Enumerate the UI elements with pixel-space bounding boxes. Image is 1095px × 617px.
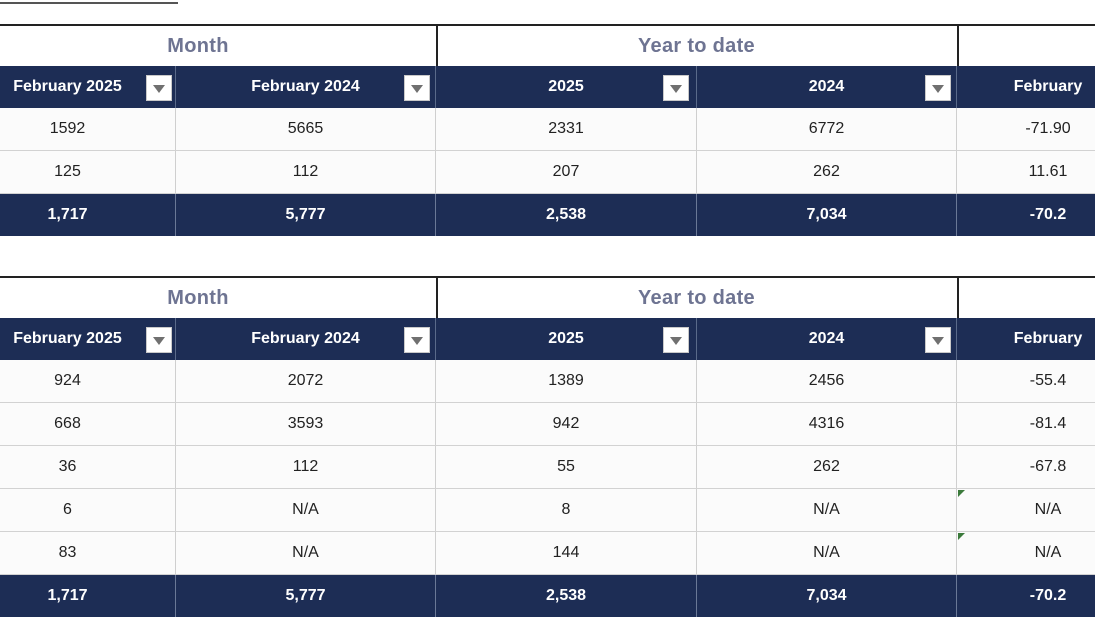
- total-cell[interactable]: 7,034: [697, 194, 957, 236]
- table-cell[interactable]: -71.90: [957, 108, 1095, 150]
- table-cell[interactable]: 924: [0, 360, 176, 402]
- total-row: 1,717 5,777 2,538 7,034 -70.2: [0, 575, 1095, 617]
- table-row: 6 N/A 8 N/A N/A: [0, 489, 1095, 532]
- total-cell[interactable]: -70.2: [957, 194, 1095, 236]
- column-header-label: February 2024: [251, 330, 360, 347]
- table-cell[interactable]: 6772: [697, 108, 957, 150]
- table-cell[interactable]: 125: [0, 151, 176, 193]
- total-cell[interactable]: 1,717: [0, 575, 176, 617]
- table-cell[interactable]: 1389: [436, 360, 697, 402]
- table-row: 1592 5665 2331 6772 -71.90: [0, 108, 1095, 151]
- table-cell-value: N/A: [1034, 544, 1062, 561]
- table-cell[interactable]: 2456: [697, 360, 957, 402]
- chevron-down-icon[interactable]: [404, 75, 430, 101]
- column-header-label: February: [1013, 330, 1083, 347]
- table-row: 36 112 55 262 -67.8: [0, 446, 1095, 489]
- chevron-down-icon[interactable]: [146, 327, 172, 353]
- total-cell[interactable]: 2,538: [436, 575, 697, 617]
- table-row: 668 3593 942 4316 -81.4: [0, 403, 1095, 446]
- column-header-label: 2024: [808, 330, 845, 347]
- table-cell[interactable]: 5665: [176, 108, 436, 150]
- table-cell[interactable]: N/A: [957, 489, 1095, 531]
- total-cell[interactable]: -70.2: [957, 575, 1095, 617]
- chevron-down-icon[interactable]: [925, 75, 951, 101]
- group-month: Month: [0, 26, 438, 66]
- table-cell[interactable]: N/A: [957, 532, 1095, 574]
- table-cell-value: N/A: [1034, 501, 1062, 518]
- chevron-down-icon[interactable]: [404, 327, 430, 353]
- total-cell[interactable]: 2,538: [436, 194, 697, 236]
- column-header-label: February: [1013, 78, 1083, 95]
- summary-table-1: Month Year to date February 2025 Februar…: [0, 24, 1095, 236]
- table-cell[interactable]: N/A: [697, 489, 957, 531]
- table-cell[interactable]: 2331: [436, 108, 697, 150]
- total-cell[interactable]: 5,777: [176, 575, 436, 617]
- group-comparison: [957, 26, 1095, 66]
- column-header-label: 2025: [548, 78, 584, 95]
- column-header-row: February 2025 February 2024 2025 2024 Fe…: [0, 66, 1095, 108]
- column-header-february[interactable]: February: [957, 318, 1095, 360]
- column-header-2024[interactable]: 2024: [697, 318, 957, 360]
- table-cell[interactable]: 36: [0, 446, 176, 488]
- table-cell[interactable]: -67.8: [957, 446, 1095, 488]
- chevron-down-icon[interactable]: [146, 75, 172, 101]
- total-row: 1,717 5,777 2,538 7,034 -70.2: [0, 194, 1095, 236]
- column-header-feb-2024[interactable]: February 2024: [176, 318, 436, 360]
- total-cell[interactable]: 1,717: [0, 194, 176, 236]
- table-cell[interactable]: 83: [0, 532, 176, 574]
- table-cell[interactable]: 112: [176, 151, 436, 193]
- total-cell[interactable]: 7,034: [697, 575, 957, 617]
- table-row: 83 N/A 144 N/A N/A: [0, 532, 1095, 575]
- table-cell[interactable]: N/A: [176, 489, 436, 531]
- group-month: Month: [0, 278, 438, 318]
- column-header-label: February 2025: [13, 330, 122, 347]
- column-header-feb-2025[interactable]: February 2025: [0, 66, 176, 108]
- table-cell[interactable]: 144: [436, 532, 697, 574]
- column-header-label: February 2024: [251, 78, 360, 95]
- group-header-row: Month Year to date: [0, 24, 1095, 66]
- table-cell[interactable]: -55.4: [957, 360, 1095, 402]
- chevron-down-icon[interactable]: [925, 327, 951, 353]
- table-cell[interactable]: 262: [697, 446, 957, 488]
- column-header-label: 2024: [808, 78, 845, 95]
- chevron-down-icon[interactable]: [663, 75, 689, 101]
- chevron-down-icon[interactable]: [663, 327, 689, 353]
- group-comparison: [957, 278, 1095, 318]
- column-header-feb-2024[interactable]: February 2024: [176, 66, 436, 108]
- green-triangle-icon: [958, 533, 965, 540]
- group-header-row: Month Year to date: [0, 276, 1095, 318]
- table-row: 924 2072 1389 2456 -55.4: [0, 360, 1095, 403]
- top-divider: [0, 2, 178, 4]
- table-cell[interactable]: 8: [436, 489, 697, 531]
- group-year-to-date: Year to date: [436, 278, 959, 318]
- green-triangle-icon: [958, 490, 965, 497]
- table-row: 125 112 207 262 11.61: [0, 151, 1095, 194]
- table-cell[interactable]: N/A: [176, 532, 436, 574]
- column-header-2025[interactable]: 2025: [436, 318, 697, 360]
- table-cell[interactable]: 3593: [176, 403, 436, 445]
- total-cell[interactable]: 5,777: [176, 194, 436, 236]
- column-header-2025[interactable]: 2025: [436, 66, 697, 108]
- table-cell[interactable]: 4316: [697, 403, 957, 445]
- table-cell[interactable]: 942: [436, 403, 697, 445]
- column-header-2024[interactable]: 2024: [697, 66, 957, 108]
- table-cell[interactable]: 6: [0, 489, 176, 531]
- group-year-to-date: Year to date: [436, 26, 959, 66]
- table-cell[interactable]: 207: [436, 151, 697, 193]
- table-cell[interactable]: -81.4: [957, 403, 1095, 445]
- table-cell[interactable]: 11.61: [957, 151, 1095, 193]
- table-cell[interactable]: 55: [436, 446, 697, 488]
- summary-table-2: Month Year to date February 2025 Februar…: [0, 276, 1095, 617]
- table-cell[interactable]: 1592: [0, 108, 176, 150]
- table-cell[interactable]: N/A: [697, 532, 957, 574]
- column-header-february[interactable]: February: [957, 66, 1095, 108]
- table-cell[interactable]: 112: [176, 446, 436, 488]
- table-cell[interactable]: 668: [0, 403, 176, 445]
- column-header-label: February 2025: [13, 78, 122, 95]
- column-header-feb-2025[interactable]: February 2025: [0, 318, 176, 360]
- column-header-label: 2025: [548, 330, 584, 347]
- column-header-row: February 2025 February 2024 2025 2024 Fe…: [0, 318, 1095, 360]
- table-cell[interactable]: 2072: [176, 360, 436, 402]
- table-cell[interactable]: 262: [697, 151, 957, 193]
